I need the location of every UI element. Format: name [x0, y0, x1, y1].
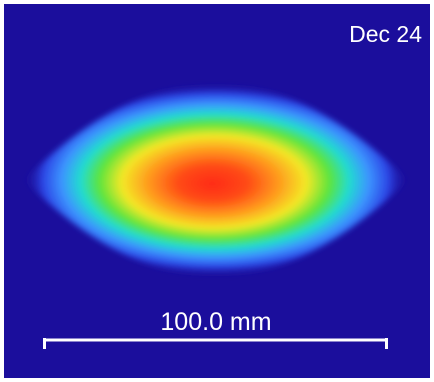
- scale-bar-label: 100.0 mm: [160, 308, 271, 336]
- page: Dec 24 100.0 mm (() => { const data = JS…: [0, 0, 434, 382]
- date-label: Dec 24: [349, 21, 422, 47]
- beam-image: Dec 24 100.0 mm: [0, 0, 434, 382]
